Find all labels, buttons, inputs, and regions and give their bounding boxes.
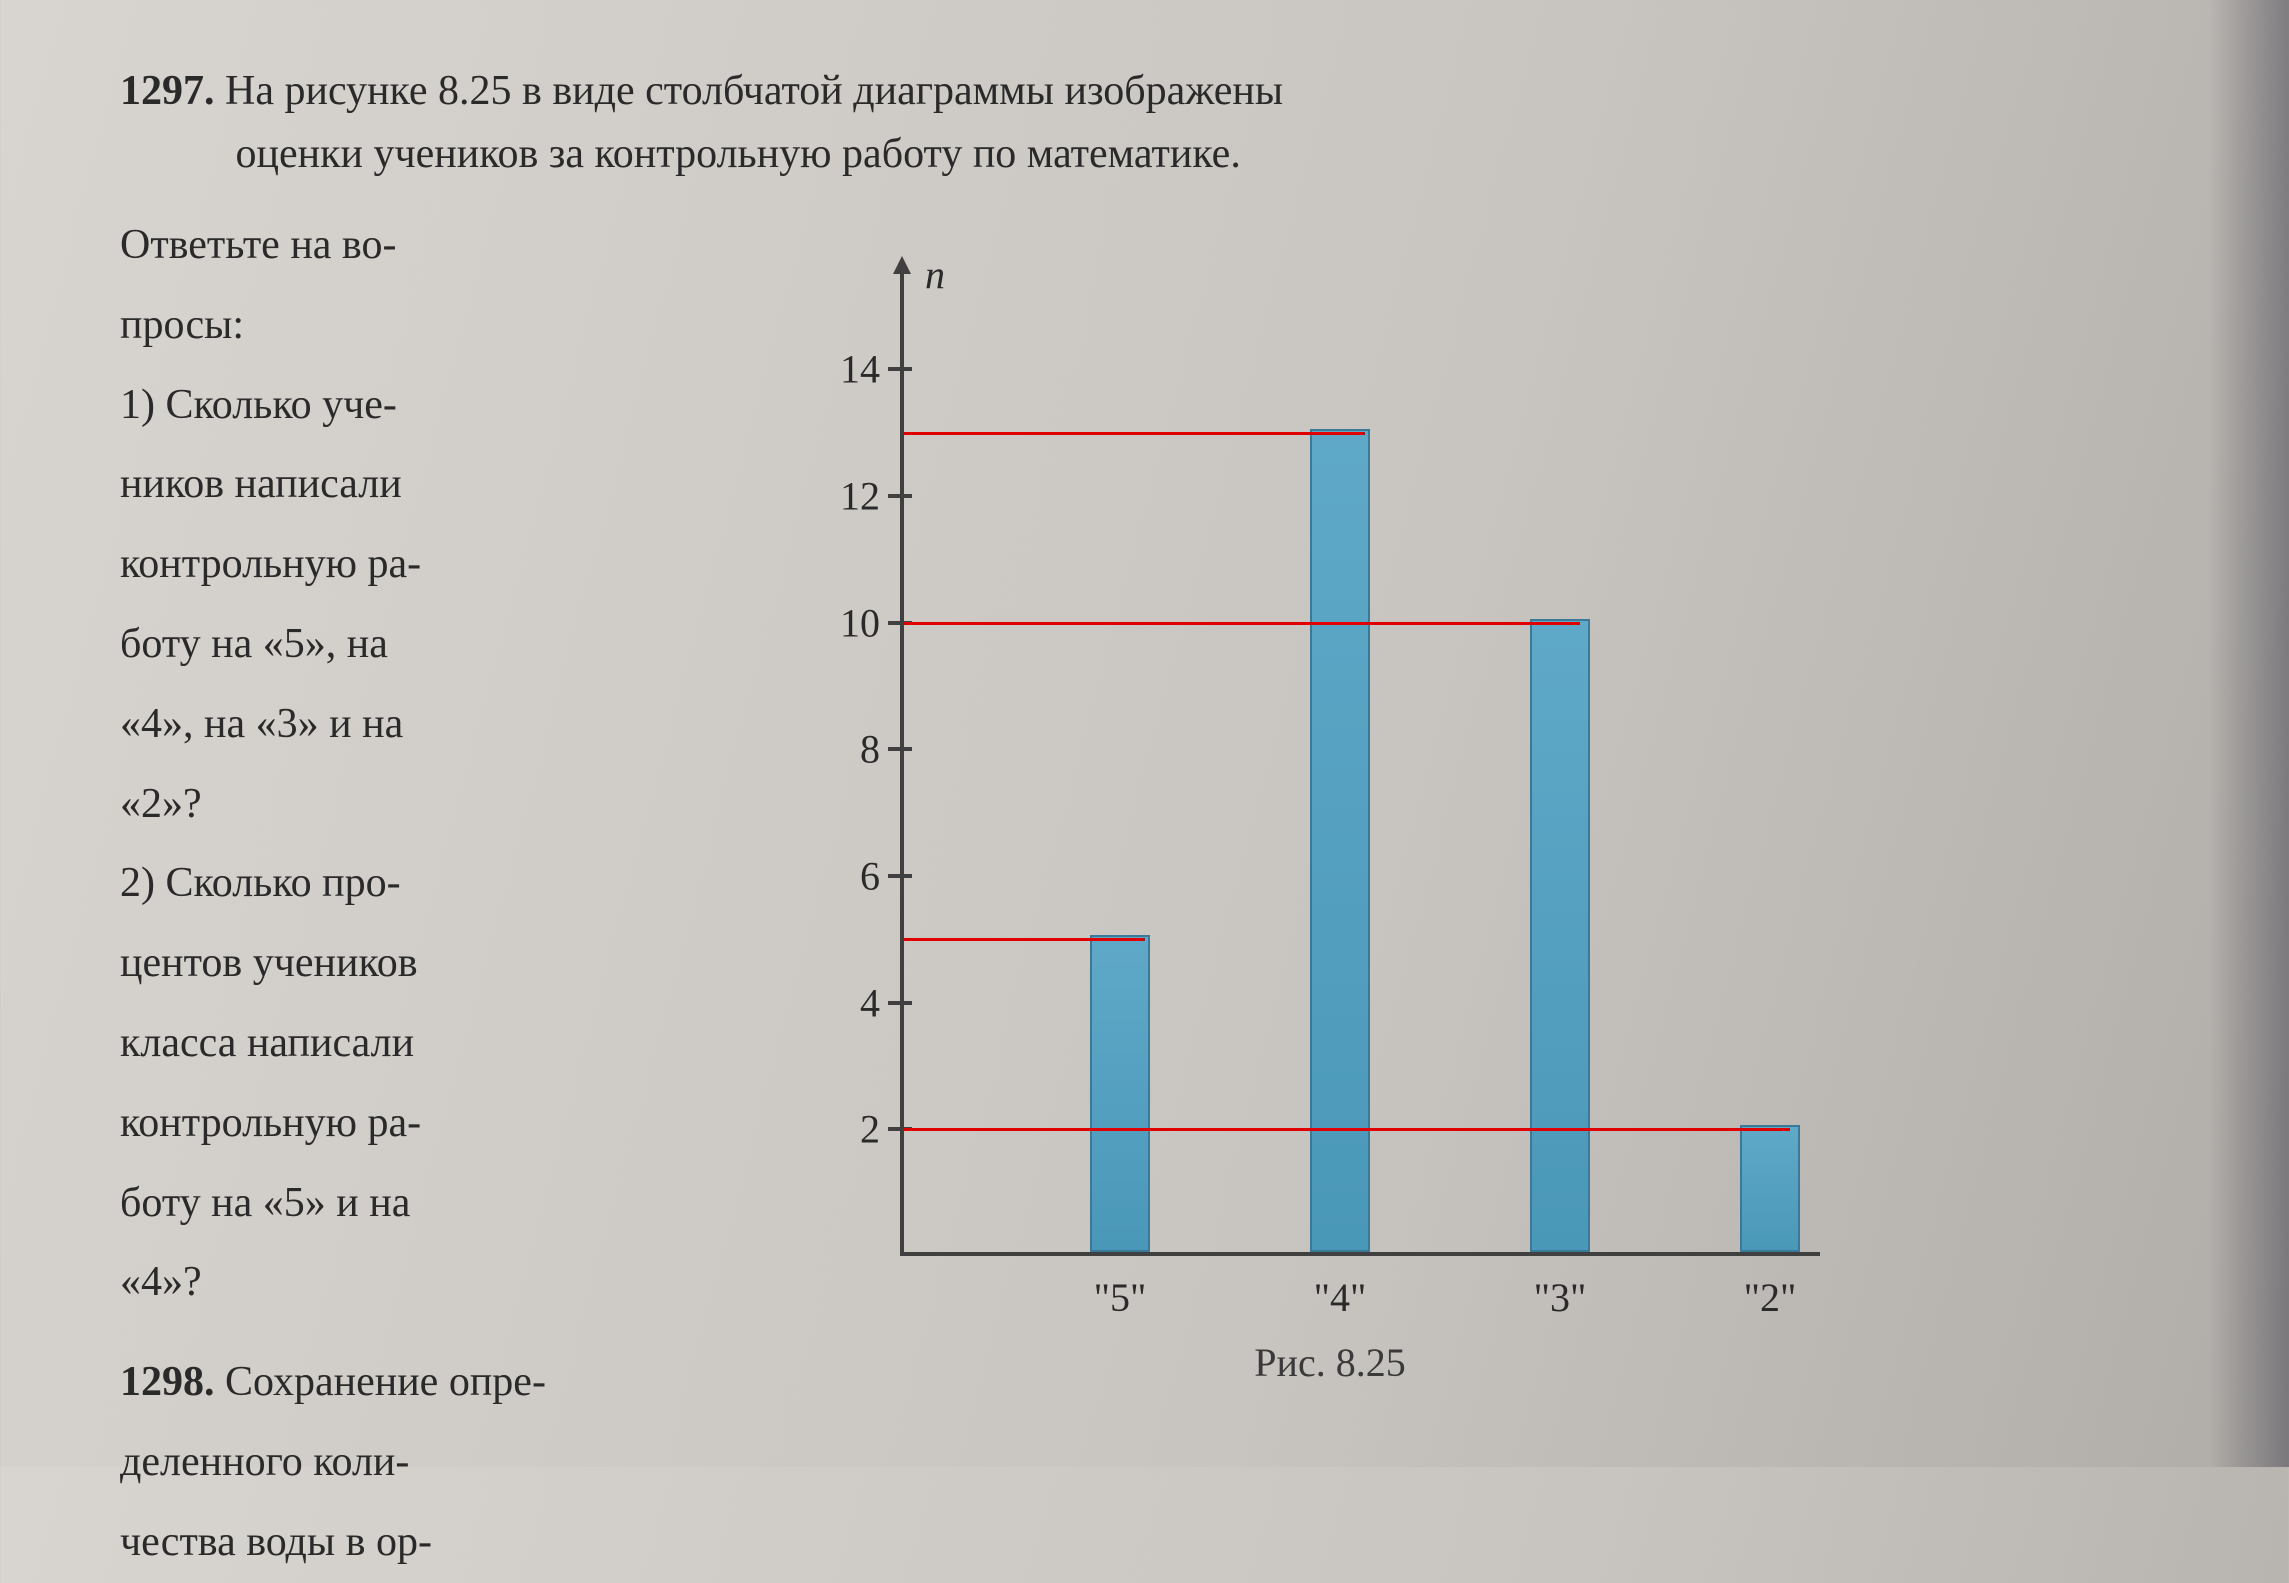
text-line: Сохранение опре- [225, 1359, 546, 1405]
y-tick-label: 8 [830, 726, 880, 773]
problem-intro: 1297. На рисунке 8.25 в виде столбчатой … [120, 60, 2209, 186]
problem-1297: 1297. На рисунке 8.25 в виде столбчатой … [120, 60, 2209, 1583]
y-tick [888, 367, 912, 371]
x-axis [900, 1252, 1820, 1256]
text-line: Ответьте на во- [120, 206, 740, 286]
text-line: 2) Сколько про- [120, 844, 740, 924]
x-tick-label: "3" [1534, 1274, 1587, 1321]
annotation-line [904, 622, 1580, 625]
text-line: центов учеников [120, 924, 740, 1004]
y-tick [888, 494, 912, 498]
text-line: просы: [120, 286, 740, 366]
bar [1530, 619, 1590, 1252]
intro-text-2: оценки учеников за контрольную работу по… [236, 131, 1241, 177]
text-line: контрольную ра- [120, 525, 740, 605]
y-axis [900, 266, 904, 1256]
x-tick-label: "5" [1094, 1274, 1147, 1321]
text-line: ников написали [120, 445, 740, 525]
annotation-line [904, 938, 1145, 941]
text-line: 1) Сколько уче- [120, 366, 740, 446]
y-tick-label: 10 [830, 599, 880, 646]
text-line: класса написали [120, 1004, 740, 1084]
text-line: «2»? [120, 765, 740, 845]
problem-1298: 1298. Сохранение опре- деленного коли- ч… [120, 1343, 740, 1582]
textbook-page: 1297. На рисунке 8.25 в виде столбчатой … [0, 0, 2289, 1467]
figure-caption: Рис. 8.25 [1254, 1339, 1405, 1386]
bar [1090, 935, 1150, 1252]
y-tick [888, 874, 912, 878]
text-line: боту на «5», на [120, 605, 740, 685]
text-line: «4»? [120, 1243, 740, 1323]
question-text-column: Ответьте на во- просы: 1) Сколько уче- н… [120, 206, 740, 1583]
intro-text-1: На рисунке 8.25 в виде столбчатой диагра… [225, 68, 1283, 114]
y-tick [888, 1001, 912, 1005]
content-row: Ответьте на во- просы: 1) Сколько уче- н… [120, 206, 2209, 1583]
bar [1740, 1125, 1800, 1252]
text-line: боту на «5» и на [120, 1164, 740, 1244]
y-axis-label: n [925, 251, 945, 298]
annotation-line [904, 1128, 1790, 1131]
problem-number: 1297. [120, 68, 215, 114]
y-tick-label: 2 [830, 1106, 880, 1153]
y-tick-label: 14 [830, 346, 880, 393]
text-line: «4», на «3» и на [120, 685, 740, 765]
y-tick-label: 12 [830, 473, 880, 520]
y-tick [888, 747, 912, 751]
x-tick-label: "2" [1744, 1274, 1797, 1321]
y-tick-label: 6 [830, 853, 880, 900]
text-line: контрольную ра- [120, 1084, 740, 1164]
y-tick-label: 4 [830, 979, 880, 1026]
page-curl-shadow [2209, 0, 2289, 1467]
bar-chart: n Рис. 8.25 2468101214"5""4""3""2" [780, 226, 1880, 1376]
annotation-line [904, 432, 1365, 435]
text-line: чества воды в ор- [120, 1503, 740, 1583]
problem-number: 1298. [120, 1359, 215, 1405]
x-tick-label: "4" [1314, 1274, 1367, 1321]
chart-column: n Рис. 8.25 2 4 6 8 10 12 14 "5" "4" "3" "2" [780, 206, 2209, 1583]
text-line: деленного коли- [120, 1423, 740, 1503]
